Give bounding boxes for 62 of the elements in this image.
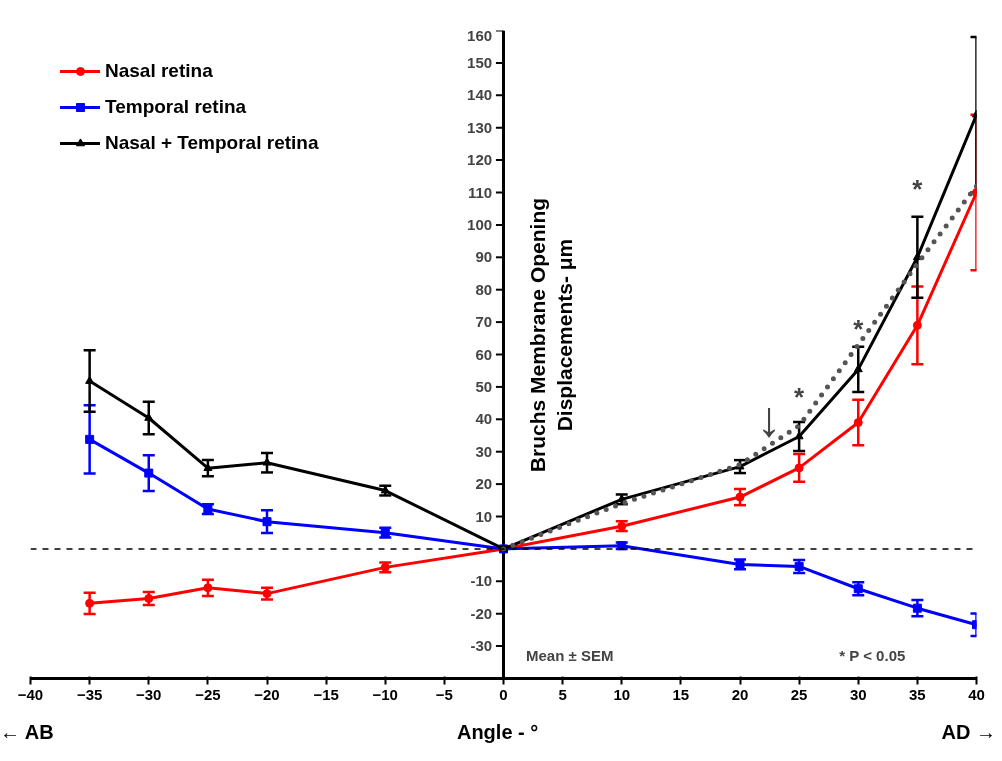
y-tick-label: 30 [475,442,493,460]
point [794,463,804,473]
y-tick-label: 60 [475,345,493,363]
point [85,598,95,608]
y-tick-label: 40 [475,410,493,428]
point [144,468,154,478]
y-tick-label: 70 [475,313,493,331]
x-tick-label: −30 [136,685,162,703]
point [85,434,95,444]
point [262,517,272,527]
y-tick-label: 140 [467,86,493,104]
point [912,252,922,261]
annotation: Mean ± SEM [526,647,614,665]
legend-label: Nasal + Temporal retina [105,132,319,154]
text: AD → [941,720,996,745]
x-tick-label: 25 [790,685,808,703]
x-tick-label: −10 [372,685,398,703]
y-tick-label: 100 [467,215,493,233]
legend-label: Temporal retina [105,96,247,118]
y-tick-label: -20 [470,604,493,622]
annotation: * [853,313,865,344]
x-axis-title: Angle - ° [456,720,539,745]
x-tick-label: −5 [435,685,453,703]
y-tick-label: -10 [470,572,493,590]
legend-label: Nasal retina [105,60,213,82]
y-axis-title: Bruchs Membrane Opening Displacements- μm [526,197,576,473]
x-tick-label: −15 [313,685,339,703]
y-tick-label: 50 [475,377,493,395]
annotation: * [794,381,806,412]
point [203,583,213,593]
y-tick-label: 130 [467,118,493,136]
point [144,593,154,603]
text: ← AB [0,720,54,745]
y-tick-label: 80 [475,280,493,298]
y-tick-label: 110 [467,183,493,201]
x-tick-label: 10 [613,685,631,703]
x-tick-label: 30 [849,685,867,703]
y-tick-label: 120 [467,151,493,169]
x-tick-label: −20 [254,685,280,703]
annotation: ↓ [756,391,782,448]
x-tick-label: 40 [968,685,985,703]
point [912,603,922,613]
x-tick-label: 0 [499,685,508,703]
point [853,418,863,428]
y-tick-label: 160 [467,26,493,44]
y-tick-label: 20 [475,475,493,493]
x-tick-label: 35 [909,685,926,703]
y-tick-label: 90 [475,248,493,266]
y-tick-label: -30 [470,637,493,655]
annotation: * [912,174,924,205]
point [735,492,745,502]
point [912,320,922,330]
x-tick-label: −40 [17,685,44,703]
x-tick-label: 5 [558,685,567,703]
annotation: * P < 0.05 [839,647,906,665]
x-tick-label: −35 [76,685,103,703]
x-tick-label: −25 [195,685,221,703]
point [203,463,213,472]
x-tick-label: 20 [731,685,749,703]
y-tick-label: 150 [467,53,493,71]
x-tick-label: 15 [672,685,690,703]
y-tick-label: 10 [475,507,493,525]
